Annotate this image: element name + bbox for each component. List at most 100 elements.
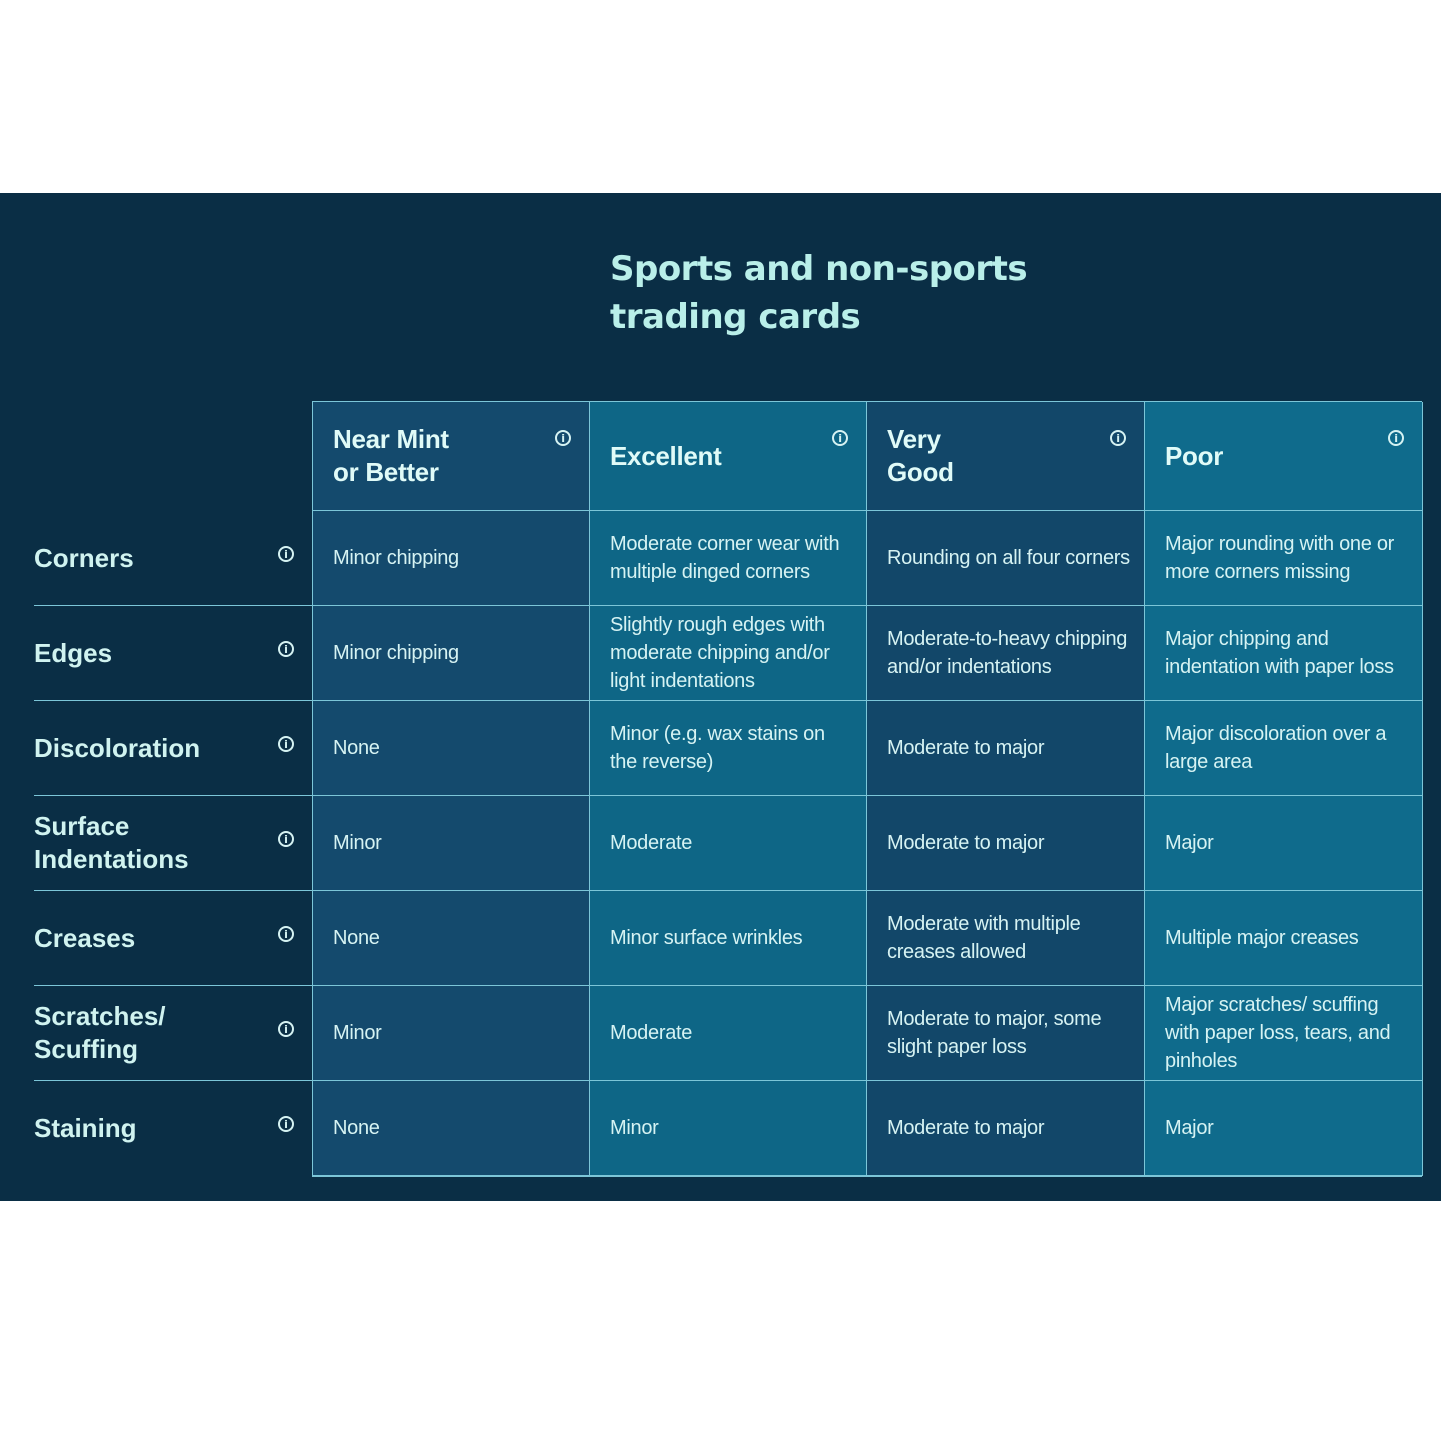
cell-text: Moderate to major: [887, 1117, 1045, 1139]
column-header-line: Poor: [1165, 440, 1224, 471]
table-cell: Major scratches/ scuffing with paper los…: [1145, 986, 1423, 1081]
cell-text: Minor: [610, 1117, 659, 1139]
cell-text: Major: [1165, 832, 1214, 854]
column-header-line: Near Mint: [333, 424, 449, 454]
cell-text: Major chipping and indentation with pape…: [1165, 628, 1394, 678]
cell-text: Moderate with multiple creases allowed: [887, 913, 1081, 963]
table-cell: Moderate: [590, 986, 867, 1081]
cell-text: Minor chipping: [333, 547, 459, 569]
column-header-line: Very: [887, 424, 941, 454]
row-label-text: Staining: [34, 1112, 137, 1145]
table-cell: Minor: [590, 1081, 867, 1176]
info-icon[interactable]: i: [278, 641, 294, 657]
cell-text: None: [333, 1117, 380, 1139]
row-label: Edges i: [34, 606, 312, 701]
row-label-line: Surface: [34, 811, 130, 841]
title-line: trading cards: [610, 297, 861, 337]
row-label-line: Scuffing: [34, 1034, 138, 1064]
table-cell: Multiple major creases: [1145, 891, 1423, 986]
table-cell: Minor: [313, 796, 590, 891]
cell-text: Major: [1165, 1117, 1214, 1139]
cell-text: Minor: [333, 832, 382, 854]
info-icon[interactable]: i: [832, 430, 848, 446]
table-cell: None: [313, 1081, 590, 1176]
cell-text: None: [333, 737, 380, 759]
row-label: Corners i: [34, 511, 312, 606]
row-label-text: Edges: [34, 637, 112, 670]
cell-text: Moderate to major: [887, 832, 1045, 854]
condition-table: Near Mint or Better i Excellent i Very Good i Po…: [312, 401, 1423, 1177]
table-cell: Moderate corner wear with multiple dinge…: [590, 511, 867, 606]
table-cell: None: [313, 701, 590, 796]
row-label-text: Scratches/Scuffing: [34, 1000, 166, 1066]
table-cell: Moderate to major: [867, 1081, 1145, 1176]
info-icon[interactable]: i: [278, 736, 294, 752]
row-label-text: Corners: [34, 542, 134, 575]
table-cell: Minor chipping: [313, 511, 590, 606]
info-icon[interactable]: i: [278, 831, 294, 847]
cell-text: Major discoloration over a large area: [1165, 723, 1387, 773]
cell-text: Moderate to major: [887, 737, 1045, 759]
info-icon[interactable]: i: [555, 430, 571, 446]
column-header: Very Good i: [867, 402, 1145, 511]
table-cell: Major rounding with one or more corners …: [1145, 511, 1423, 606]
column-header: Poor i: [1145, 402, 1423, 511]
table-cell: Major: [1145, 796, 1423, 891]
info-icon[interactable]: i: [278, 546, 294, 562]
table-cell: Slightly rough edges with moderate chipp…: [590, 606, 867, 701]
column-header-label: Poor: [1165, 440, 1223, 473]
row-label-line: Discoloration: [34, 732, 201, 763]
info-icon[interactable]: i: [1388, 430, 1404, 446]
table-cell: Moderate-to-heavy chipping and/or indent…: [867, 606, 1145, 701]
row-label-line: Edges: [34, 637, 113, 668]
table-cell: Major discoloration over a large area: [1145, 701, 1423, 796]
column-header-label: Very Good: [887, 423, 954, 489]
table-cell: Minor chipping: [313, 606, 590, 701]
row-label-line: Indentations: [34, 844, 189, 874]
page-title: Sports and non-sports trading cards: [610, 245, 1028, 341]
info-icon[interactable]: i: [278, 1021, 294, 1037]
cell-text: Slightly rough edges with moderate chipp…: [610, 614, 830, 692]
row-label-text: Creases: [34, 922, 135, 955]
row-labels: Corners i Edges i Discoloration i Surface Inden…: [34, 511, 312, 1176]
row-label: Discoloration i: [34, 701, 312, 796]
cell-text: Minor chipping: [333, 642, 459, 664]
table-cell: Major: [1145, 1081, 1423, 1176]
cell-text: Multiple major creases: [1165, 927, 1359, 949]
row-label-line: Corners: [34, 542, 134, 573]
cell-text: Minor: [333, 1022, 382, 1044]
row-label-text: Surface Indentations: [34, 810, 189, 876]
info-icon[interactable]: i: [278, 926, 294, 942]
row-label: Surface Indentations i: [34, 796, 312, 891]
row-label-line: Scratches/: [34, 1001, 166, 1031]
title-line: Sports and non-sports: [610, 249, 1028, 289]
cell-text: Major scratches/ scuffing with paper los…: [1165, 994, 1391, 1072]
cell-text: Moderate to major, some slight paper los…: [887, 1008, 1102, 1058]
table-cell: Moderate to major: [867, 796, 1145, 891]
column-header-line: or Better: [333, 457, 439, 487]
column-header-label: Near Mint or Better: [333, 423, 449, 489]
row-label-text: Discoloration: [34, 732, 200, 765]
table-cell: Moderate to major: [867, 701, 1145, 796]
cell-text: None: [333, 927, 380, 949]
table-cell: Rounding on all four corners: [867, 511, 1145, 606]
table-cell: Moderate to major, some slight paper los…: [867, 986, 1145, 1081]
column-header: Near Mint or Better i: [313, 402, 590, 511]
row-label-line: Creases: [34, 922, 136, 953]
cell-text: Rounding on all four corners: [887, 547, 1130, 569]
table-cell: Moderate with multiple creases allowed: [867, 891, 1145, 986]
cell-text: Moderate-to-heavy chipping and/or indent…: [887, 628, 1128, 678]
table-cell: Minor: [313, 986, 590, 1081]
table-cell: None: [313, 891, 590, 986]
info-icon[interactable]: i: [1110, 430, 1126, 446]
column-header-label: Excellent: [610, 440, 722, 473]
column-header-line: Good: [887, 457, 954, 487]
cell-text: Moderate: [610, 1022, 693, 1044]
cell-text: Minor (e.g. wax stains on the reverse): [610, 723, 825, 773]
table-cell: Major chipping and indentation with pape…: [1145, 606, 1423, 701]
info-icon[interactable]: i: [278, 1116, 294, 1132]
column-header-line: Excellent: [610, 440, 722, 471]
row-label: Staining i: [34, 1081, 312, 1176]
row-label: Creases i: [34, 891, 312, 986]
cell-text: Major rounding with one or more corners …: [1165, 533, 1394, 583]
